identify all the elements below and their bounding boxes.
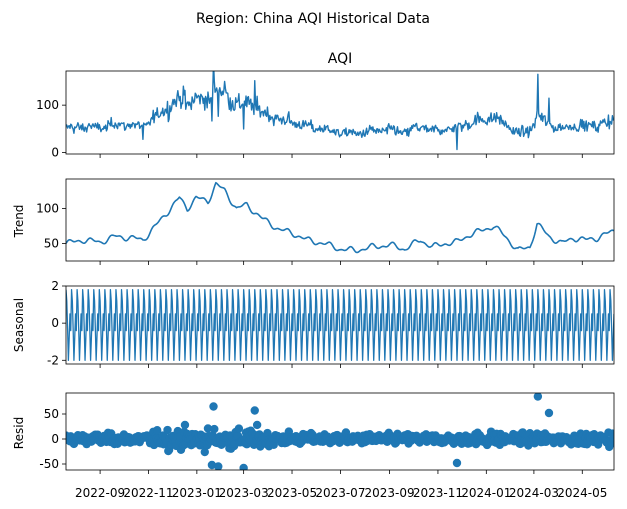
seasonal-series-line [66, 289, 614, 361]
panel-resid: -50 0 50 [39, 392, 615, 474]
x-tick-label: 2024-03 [509, 486, 559, 500]
resid-points [66, 393, 614, 470]
y-tick-label: 0 [51, 316, 59, 330]
resid-point [533, 393, 543, 401]
x-tick-label: 2022-09 [75, 486, 125, 500]
panel-aqi: 0 100 [36, 70, 615, 160]
resid-point [163, 425, 172, 435]
ylabel-trend: Trend [12, 205, 26, 239]
panel-title-aqi: AQI [328, 51, 352, 67]
y-tick-label: 100 [36, 98, 59, 112]
y-tick-label: 100 [36, 201, 59, 215]
x-tick-label: 2023-05 [267, 486, 317, 500]
resid-point [452, 458, 462, 468]
figure-title: Region: China AQI Historical Data [196, 11, 430, 27]
x-tick-label: 2023-01 [172, 486, 222, 500]
axes-frame [65, 70, 615, 155]
panel-seasonal: -2 0 2 [47, 279, 615, 368]
resid-point [200, 447, 209, 457]
axes-frame [65, 178, 615, 262]
x-tick-label: 2024-05 [557, 486, 607, 500]
y-tick-label: 50 [44, 236, 59, 250]
y-tick-label: 2 [51, 279, 59, 293]
ylabel-seasonal: Seasonal [12, 298, 26, 352]
resid-point [544, 408, 554, 418]
resid-point [203, 424, 213, 433]
x-tick-label: 2022-11 [123, 486, 173, 500]
panel-trend: 50 100 [36, 178, 615, 265]
resid-point [214, 462, 223, 470]
x-axis-tick-labels: 2022-092022-112023-012023-032023-052023-… [75, 486, 607, 500]
resid-point [210, 424, 219, 434]
ylabel-resid: Resid [12, 417, 26, 449]
trend-series-line [66, 181, 614, 254]
x-tick-label: 2023-09 [364, 486, 414, 500]
resid-point [239, 463, 248, 470]
resid-point [153, 426, 162, 435]
resid-point [207, 460, 217, 470]
axes-frame [65, 285, 615, 365]
y-tick-label: 50 [44, 407, 59, 421]
y-tick-label: -2 [47, 353, 59, 367]
aqi-series-line [66, 71, 614, 151]
y-tick-label: 0 [51, 146, 59, 160]
y-tick-label: -50 [39, 457, 59, 471]
y-tick-label: 0 [51, 432, 59, 446]
x-tick-label: 2023-11 [413, 486, 463, 500]
axes-frame [65, 392, 615, 471]
resid-point [180, 420, 190, 430]
x-tick-label: 2023-03 [219, 486, 269, 500]
x-tick-label: 2023-07 [315, 486, 365, 500]
x-tick-label: 2024-01 [461, 486, 511, 500]
resid-point [252, 420, 262, 430]
resid-point [234, 424, 244, 433]
resid-point [209, 402, 218, 411]
resid-point [250, 406, 259, 415]
resid-point [609, 432, 614, 442]
